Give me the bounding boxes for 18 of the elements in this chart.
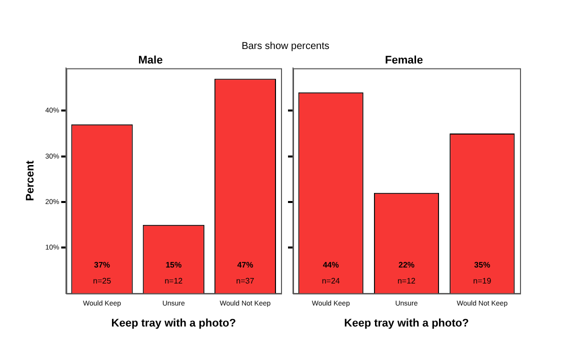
annotation: n=24 <box>322 276 340 286</box>
y-axis-title: Percent <box>24 160 37 201</box>
x-axis-title: Keep tray with a photo? <box>344 317 470 330</box>
data-label: 15% <box>166 260 182 270</box>
annotation: n=19 <box>473 276 492 286</box>
x-axis-title: Keep tray with a photo? <box>111 317 236 330</box>
annotation: n=25 <box>92 276 112 286</box>
data-label: 35% <box>474 260 490 270</box>
annotation: n=12 <box>397 276 416 286</box>
data-label: 44% <box>322 260 339 270</box>
text: Bars show percents <box>240 41 330 52</box>
chart-title: Male <box>138 54 163 67</box>
data-label: 47% <box>237 260 254 270</box>
annotation: n=12 <box>164 276 184 286</box>
chart-title: Female <box>385 54 423 67</box>
data-label: 37% <box>94 260 110 270</box>
data-label: 22% <box>398 260 415 270</box>
annotation: n=37 <box>236 276 255 286</box>
